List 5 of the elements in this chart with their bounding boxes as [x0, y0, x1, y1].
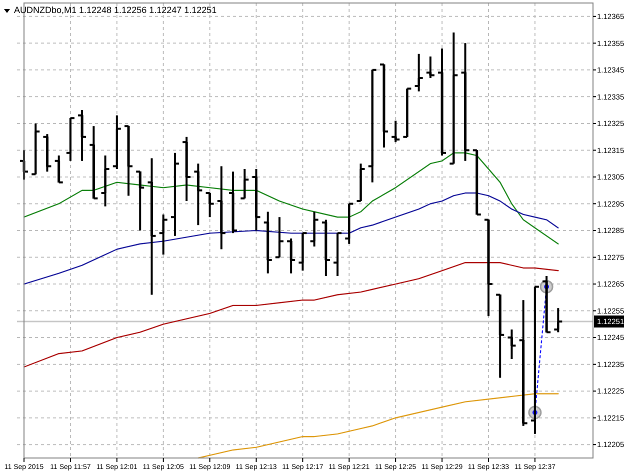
line-series [23, 192, 559, 285]
line-series [23, 152, 559, 244]
line-series [23, 262, 559, 368]
line-series [198, 393, 559, 459]
chart-title: AUDNZDbo,M1 1.12248 1.12256 1.12247 1.12251 [14, 5, 217, 15]
